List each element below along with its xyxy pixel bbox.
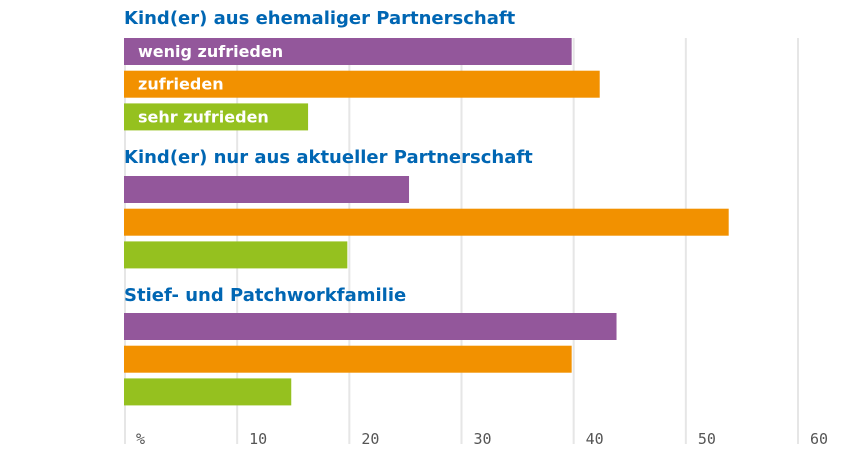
x-tick-label: 30 [474,430,492,448]
bar-sehr-zufrieden [124,103,309,131]
x-tick-label: 40 [586,430,604,448]
x-tick-label: 50 [698,430,716,448]
legend-label: wenig zufrieden [138,42,283,61]
x-tick-label: 60 [810,430,828,448]
bar-zufrieden [124,345,572,373]
legend-label: zufrieden [138,75,224,94]
bar-zufrieden [124,208,729,236]
bar-zufrieden [124,70,600,98]
group-title: Kind(er) nur aus aktueller Partnerschaft [124,147,533,168]
bar-wenig-zufrieden [124,313,617,340]
bar-wenig-zufrieden [124,176,410,203]
x-tick-label: 20 [361,430,379,448]
bar-sehr-zufrieden [124,241,348,269]
bar-sehr-zufrieden [124,378,292,406]
legend-label: sehr zufrieden [138,107,269,126]
unit-label: % [136,430,145,448]
group-title: Stief- und Patchworkfamilie [124,285,406,306]
group-title: Kind(er) aus ehemaliger Partnerschaft [124,8,516,29]
x-tick-label: 10 [249,430,267,448]
bar-wenig-zufrieden [124,38,572,65]
